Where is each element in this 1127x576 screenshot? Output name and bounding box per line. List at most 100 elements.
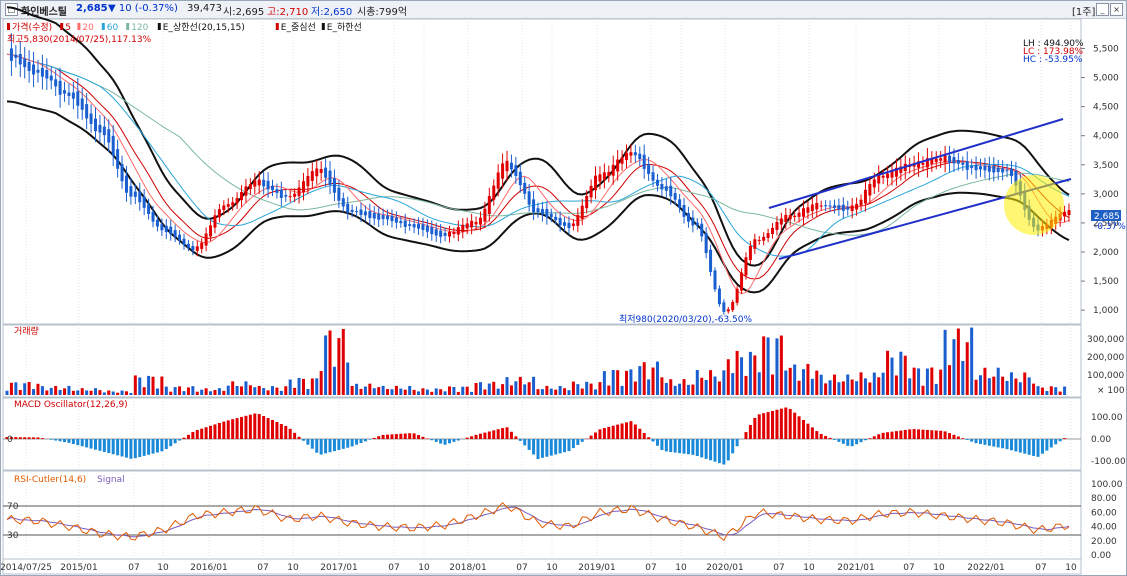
- volume-bar: [452, 386, 456, 395]
- volume-bar: [430, 391, 434, 395]
- x-axis-label: 10: [803, 563, 815, 573]
- candle-body: [341, 198, 345, 207]
- candle-body: [660, 184, 664, 190]
- open-price: 시:2,695: [223, 7, 265, 18]
- macd-bars: [5, 407, 1067, 465]
- macd-zero-label: 0: [7, 435, 13, 445]
- macd-bar: [501, 428, 505, 439]
- volume-bar: [417, 391, 421, 395]
- macd-bar: [301, 439, 305, 441]
- candle-body: [14, 54, 18, 58]
- candle-body: [182, 238, 186, 246]
- candle-body: [509, 162, 513, 170]
- volume-bar: [514, 381, 518, 395]
- macd-bar: [49, 439, 53, 440]
- volume-bar: [802, 369, 805, 395]
- volume-bar: [576, 384, 580, 395]
- macd-bar: [806, 423, 810, 439]
- candle-body: [585, 195, 589, 209]
- candle-body: [771, 227, 775, 235]
- candle-body: [45, 69, 49, 79]
- macd-bar: [111, 439, 115, 455]
- candle-body: [337, 187, 341, 201]
- macd-bar: [94, 439, 97, 450]
- volume-bar: [589, 383, 593, 395]
- volume-bar: [647, 379, 651, 395]
- volume-bar: [779, 335, 783, 395]
- candle-body: [505, 160, 509, 172]
- minimize-icon[interactable]: _: [1096, 3, 1109, 16]
- macd-bar: [390, 434, 394, 439]
- macd-bar: [129, 439, 133, 459]
- volume-bar: [766, 337, 770, 395]
- candle-body: [386, 215, 390, 220]
- candle-body: [390, 215, 394, 222]
- candle-body: [213, 215, 217, 228]
- volume-bar: [439, 389, 443, 395]
- x-axis-label: 10: [157, 563, 169, 573]
- volume-bar: [217, 388, 221, 395]
- volume-bar: [740, 357, 744, 395]
- volume-bar: [753, 355, 757, 395]
- price-y-tick: 5,500: [1093, 44, 1119, 54]
- macd-bar: [793, 412, 797, 439]
- period-button[interactable]: [1주]: [1072, 7, 1096, 18]
- volume-bar: [1018, 382, 1022, 395]
- macd-bar: [209, 425, 213, 439]
- candle-body: [186, 243, 190, 248]
- volume-bar: [797, 380, 801, 395]
- candle-body: [266, 180, 270, 190]
- candle-body: [846, 206, 850, 210]
- candle-body: [961, 162, 965, 165]
- macd-bar: [536, 439, 540, 459]
- macd-bar: [965, 439, 969, 440]
- macd-bar: [695, 439, 699, 456]
- macd-bar: [425, 438, 429, 439]
- volume-bar: [850, 379, 854, 395]
- volume-bar: [76, 390, 80, 395]
- volume-bar: [700, 377, 704, 395]
- volume-bar: [594, 389, 598, 395]
- candle-body: [518, 171, 522, 186]
- volume-bar: [1045, 391, 1049, 395]
- macd-bar: [173, 439, 177, 444]
- macd-bar: [704, 439, 708, 459]
- macd-bar: [713, 439, 717, 462]
- macd-bar: [607, 426, 611, 439]
- macd-y-tick: -100.00: [1091, 457, 1126, 467]
- macd-bar: [231, 419, 235, 439]
- candle-body: [965, 161, 969, 170]
- macd-bar: [824, 435, 828, 439]
- macd-bar: [1049, 439, 1053, 448]
- macd-bar: [571, 439, 575, 449]
- volume-bar: [226, 385, 230, 395]
- macd-bar: [487, 431, 491, 439]
- candle-body: [32, 64, 36, 75]
- macd-bar: [974, 439, 978, 444]
- candle-body: [200, 242, 204, 249]
- candle-body: [682, 205, 686, 217]
- close-icon[interactable]: ×: [1110, 3, 1123, 16]
- volume-bar: [359, 388, 363, 395]
- price-y-tick: 4,500: [1093, 103, 1119, 113]
- volume-bar: [275, 387, 279, 395]
- macd-bar: [899, 430, 903, 439]
- x-axis-label: 10: [546, 563, 558, 573]
- candle-body: [647, 164, 651, 174]
- volume-bar: [116, 392, 120, 395]
- x-axis-bar: [2, 558, 1082, 575]
- macd-bar: [594, 432, 598, 439]
- macd-bar: [14, 437, 18, 439]
- volume-bar: [523, 384, 527, 395]
- volume-bar: [297, 377, 301, 395]
- volume-bar: [191, 386, 195, 395]
- volume-bar: [204, 388, 208, 395]
- volume-bar: [664, 382, 668, 395]
- candle-body: [355, 211, 359, 213]
- candle-body: [939, 158, 943, 161]
- candle-body: [832, 205, 836, 208]
- candle-body: [487, 195, 491, 214]
- candle-body: [310, 171, 314, 181]
- volume-bar: [691, 384, 695, 395]
